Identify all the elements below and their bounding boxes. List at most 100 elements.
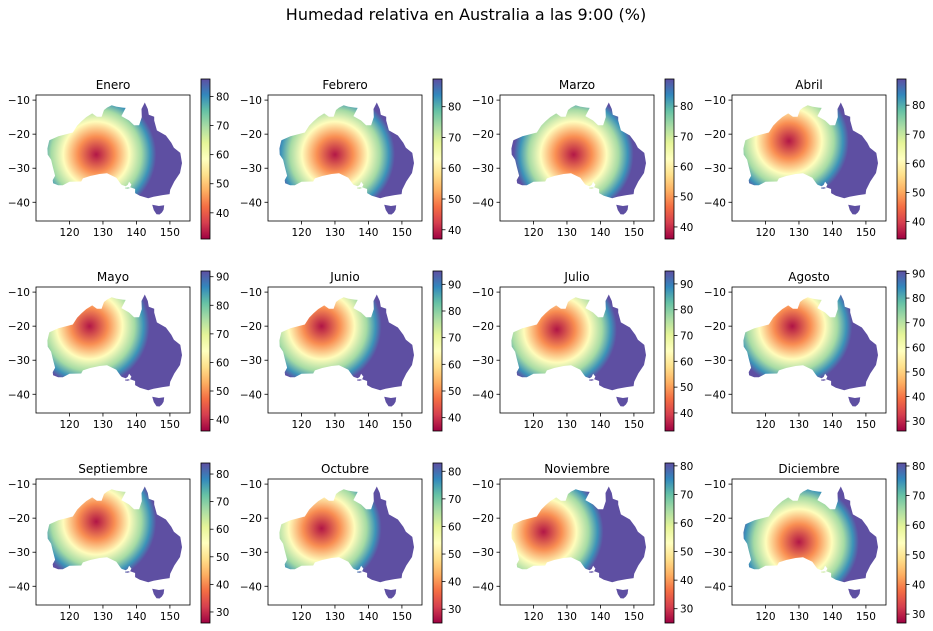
colorbar-tick-label: 70 — [448, 494, 461, 506]
colorbar-tick-label: 40 — [680, 222, 693, 234]
colorbar-tick-label: 30 — [912, 416, 925, 428]
colorbar-frame — [896, 462, 907, 624]
colorbar-tick-label: 50 — [680, 382, 693, 394]
colorbar-tick-label: 60 — [680, 162, 693, 174]
colorbar-tick-label: 60 — [680, 356, 693, 368]
colorbar-tick-label: 40 — [448, 225, 461, 237]
x-tick-label: 140 — [126, 227, 146, 239]
x-tick-label: 150 — [160, 419, 180, 431]
x-tick-label: 140 — [822, 611, 842, 623]
panel-abril: Abril 120 130 140 150 −10 −20 −30 −40 40 50 60 70 80 — [704, 78, 925, 240]
x-tick-label: 140 — [126, 611, 146, 623]
y-tick-label: −20 — [472, 513, 494, 525]
colorbar-tick-label: 80 — [912, 461, 925, 473]
colorbar-tick-label: 80 — [680, 101, 693, 113]
y-tick-label: −30 — [240, 547, 262, 559]
y-tick-label: −40 — [704, 581, 726, 593]
colorbar-tick-label: 50 — [216, 179, 229, 191]
x-tick-label: 120 — [755, 611, 775, 623]
x-tick-label: 130 — [325, 227, 345, 239]
colorbar-tick-label: 70 — [216, 329, 229, 341]
panel-title: Mayo — [97, 270, 129, 284]
x-tick-label: 130 — [789, 227, 809, 239]
y-tick-label: −20 — [704, 321, 726, 333]
colorbar-tick-label: 50 — [912, 367, 925, 379]
y-tick-label: −30 — [8, 163, 30, 175]
y-tick-label: −30 — [240, 355, 262, 367]
panel-title: Junio — [329, 270, 359, 284]
y-tick-label: −10 — [8, 287, 30, 299]
x-tick-label: 130 — [557, 227, 577, 239]
panel-noviembre: Noviembre 120 130 140 150 −10 −20 −30 −40 30 40 50 6… — [472, 461, 693, 624]
colorbar-tick-label: 40 — [912, 392, 925, 404]
x-tick-label: 130 — [789, 611, 809, 623]
colorbar-tick-label: 50 — [680, 192, 693, 204]
panel-octubre: Octubre 120 130 140 150 −10 −20 −30 −40 30 40 50 60 7… — [240, 462, 461, 624]
colorbar-frame — [664, 78, 675, 240]
colorbar-tick-label: 60 — [216, 150, 229, 162]
colorbar-tick-label: 80 — [680, 305, 693, 317]
x-tick-label: 120 — [291, 227, 311, 239]
y-tick-label: −40 — [8, 197, 30, 209]
colorbar-tick-label: 30 — [680, 604, 693, 616]
axes-frame — [499, 478, 655, 606]
y-tick-label: −30 — [240, 163, 262, 175]
colorbar-tick-label: 80 — [216, 300, 229, 312]
x-tick-label: 150 — [392, 227, 412, 239]
y-tick-label: −30 — [472, 355, 494, 367]
x-tick-label: 130 — [325, 419, 345, 431]
colorbar-frame — [200, 78, 211, 240]
colorbar-tick-label: 80 — [912, 100, 925, 112]
y-tick-label: −40 — [240, 389, 262, 401]
colorbar-frame — [432, 270, 443, 432]
x-tick-label: 140 — [822, 419, 842, 431]
y-tick-label: −10 — [472, 95, 494, 107]
x-tick-label: 120 — [755, 227, 775, 239]
y-tick-label: −20 — [240, 129, 262, 141]
colorbar-tick-label: 50 — [680, 547, 693, 559]
y-tick-label: −20 — [8, 513, 30, 525]
x-tick-label: 120 — [59, 611, 79, 623]
colorbar-tick-label: 40 — [680, 408, 693, 420]
x-tick-label: 130 — [93, 227, 113, 239]
axes-frame — [267, 94, 423, 222]
colorbar — [433, 271, 442, 431]
y-tick-label: −30 — [704, 547, 726, 559]
colorbar-tick-label: 40 — [912, 217, 925, 229]
colorbar — [201, 79, 210, 239]
panel-title: Abril — [795, 78, 822, 92]
y-tick-label: −10 — [240, 287, 262, 299]
y-tick-label: −10 — [704, 479, 726, 491]
colorbar — [665, 463, 674, 623]
panel-diciembre: Diciembre 120 130 140 150 −10 −20 −30 −40 30 40 50 6… — [704, 461, 925, 624]
panel-title: Agosto — [788, 270, 829, 284]
x-tick-label: 140 — [590, 227, 610, 239]
panel-julio: Julio 120 130 140 150 −10 −20 −30 −40 40 50 60 70 80 9… — [472, 270, 693, 432]
y-tick-label: −20 — [472, 129, 494, 141]
x-tick-label: 150 — [392, 611, 412, 623]
y-tick-label: −10 — [472, 287, 494, 299]
x-tick-label: 130 — [93, 419, 113, 431]
colorbar-tick-label: 80 — [912, 293, 925, 305]
y-tick-label: −20 — [704, 129, 726, 141]
colorbar-tick-label: 70 — [216, 121, 229, 133]
x-tick-label: 150 — [624, 419, 644, 431]
y-tick-label: −20 — [472, 321, 494, 333]
colorbar-tick-label: 30 — [216, 607, 229, 619]
panel-title: Enero — [96, 78, 131, 92]
colorbar-tick-label: 60 — [680, 518, 693, 530]
colorbar — [433, 79, 442, 239]
y-tick-label: −10 — [472, 479, 494, 491]
colorbar-tick-label: 60 — [216, 524, 229, 536]
x-tick-label: 140 — [358, 611, 378, 623]
y-tick-label: −20 — [240, 321, 262, 333]
x-tick-label: 140 — [358, 227, 378, 239]
colorbar — [897, 79, 906, 239]
colorbar-tick-label: 60 — [216, 357, 229, 369]
panel-febrero: Febrero 120 130 140 150 −10 −20 −30 −40 40 50 60 70 8… — [240, 78, 461, 240]
figure-title: Humedad relativa en Australia a las 9:00… — [286, 5, 646, 24]
y-tick-label: −40 — [8, 581, 30, 593]
axes-frame — [267, 286, 423, 414]
